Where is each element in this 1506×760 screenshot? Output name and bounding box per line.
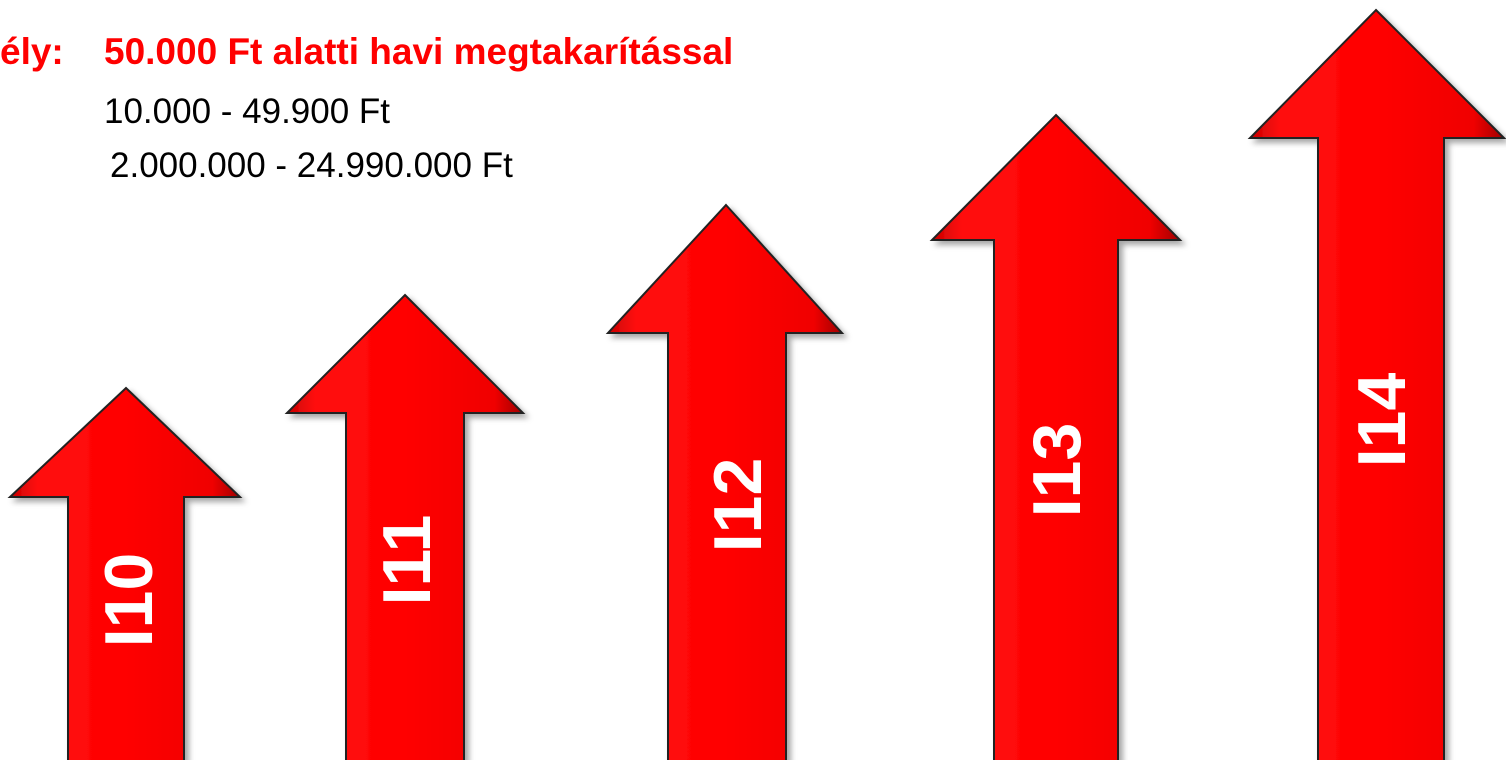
arrow: I14 xyxy=(1247,8,1506,760)
header-prefix: ély: xyxy=(0,31,64,72)
arrow-label: I14 xyxy=(1344,373,1420,468)
header-line: 10.000 - 49.900 Ft xyxy=(104,92,390,131)
arrow: I13 xyxy=(929,113,1183,760)
header-line: 2.000.000 - 24.990.000 Ft xyxy=(110,146,513,185)
header-title: 50.000 Ft alatti havi megtakarítással xyxy=(104,31,733,72)
arrow-label: I12 xyxy=(700,458,776,553)
arrow-label: I13 xyxy=(1019,423,1095,518)
arrow: I10 xyxy=(7,386,243,760)
arrow: I12 xyxy=(605,203,845,760)
arrow: I11 xyxy=(284,293,526,760)
arrow-label: I11 xyxy=(369,515,445,606)
arrow-label: I10 xyxy=(91,553,167,648)
